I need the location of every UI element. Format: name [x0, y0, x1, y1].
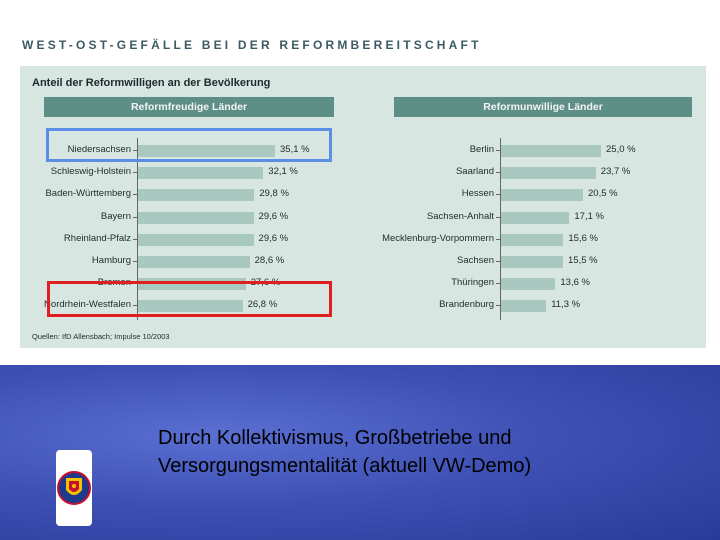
axis-tick [496, 150, 500, 151]
bar [501, 167, 596, 180]
data-label: 11,3 % [551, 299, 581, 311]
bar [138, 167, 264, 180]
axis-tick [133, 216, 137, 218]
bar [501, 211, 570, 224]
category-label: Schleswig-Holstein [50, 166, 131, 178]
axis-tick [133, 238, 137, 240]
data-label: 29,8 % [259, 188, 289, 200]
left-panel-header: Reformfreudige Länder [44, 97, 334, 117]
category-label: Nordrhein-Westfalen [44, 299, 131, 311]
y-axis-0 [137, 138, 138, 320]
headline: WEST-OST-GEFÄLLE BEI DER REFORMBEREITSCH… [22, 38, 482, 52]
category-label: Mecklenburg-Vorpommern [382, 232, 494, 244]
source-note: Quellen: IfD Allensbach; Impulse 10/2003 [32, 332, 170, 341]
category-label: Rheinland-Pfalz [63, 232, 131, 244]
coat-of-arms-icon [56, 450, 92, 526]
bar [138, 211, 254, 224]
category-label: Bayern [100, 210, 131, 222]
data-label: 13,6 % [560, 277, 590, 289]
axis-tick [496, 238, 500, 240]
bar [501, 256, 563, 268]
bar [501, 233, 564, 246]
data-label: 26,8 % [247, 299, 278, 311]
data-label: 28,6 % [254, 255, 285, 266]
data-label: 17,1 % [574, 210, 604, 222]
bar [501, 278, 556, 291]
chart-title: Anteil der Reformwilligen an der Bevölke… [32, 77, 271, 89]
category-label: Brandenburg [439, 299, 494, 311]
axis-tick [133, 172, 137, 174]
data-label: 15,6 % [568, 232, 598, 244]
axis-tick [496, 216, 500, 218]
category-label: Saarland [455, 166, 494, 178]
category-label: Thüringen [451, 277, 494, 289]
axis-tick [496, 283, 500, 285]
slide-caption: Durch Kollektivismus, Großbetriebe und V… [158, 424, 531, 480]
data-label: 35,1 % [280, 144, 310, 155]
data-label: 15,5 % [568, 255, 598, 266]
highlight-box-blue [46, 128, 332, 162]
bar [501, 300, 547, 313]
axis-tick [133, 194, 137, 196]
bar [138, 256, 250, 268]
category-label: Berlin [469, 144, 494, 155]
caption-line-2: Versorgungsmentalität (aktuell VW-Demo) [158, 455, 532, 477]
category-label: Niedersachsen [67, 144, 131, 155]
data-label: 20,5 % [588, 188, 618, 200]
category-label: Sachsen [457, 255, 494, 266]
bar [501, 145, 601, 157]
bar [138, 189, 255, 202]
category-label: Sachsen-Anhalt [426, 210, 494, 222]
axis-tick [133, 261, 137, 262]
axis-tick [133, 150, 137, 151]
axis-tick [496, 172, 500, 174]
highlight-box-red [47, 281, 332, 318]
caption-line-1: Durch Kollektivismus, Großbetriebe und [158, 427, 512, 449]
bar [138, 300, 243, 313]
data-label: 29,6 % [258, 232, 289, 244]
data-label: 29,6 % [258, 210, 289, 222]
slide-background [0, 365, 720, 540]
bar [138, 145, 275, 157]
category-label: Hamburg [91, 255, 131, 266]
data-label: 32,1 % [268, 166, 298, 178]
y-axis-1 [500, 138, 501, 320]
data-label: 23,7 % [600, 166, 631, 178]
axis-tick [496, 261, 500, 262]
axis-tick [496, 194, 500, 196]
right-panel-header: Reformunwillige Länder [394, 97, 692, 117]
axis-tick [133, 305, 137, 307]
data-label: 25,0 % [606, 144, 636, 155]
category-label: Hessen [461, 188, 494, 200]
bar [138, 233, 254, 246]
axis-tick [496, 305, 500, 307]
category-label: Baden-Württemberg [45, 188, 131, 200]
bar [501, 189, 583, 202]
